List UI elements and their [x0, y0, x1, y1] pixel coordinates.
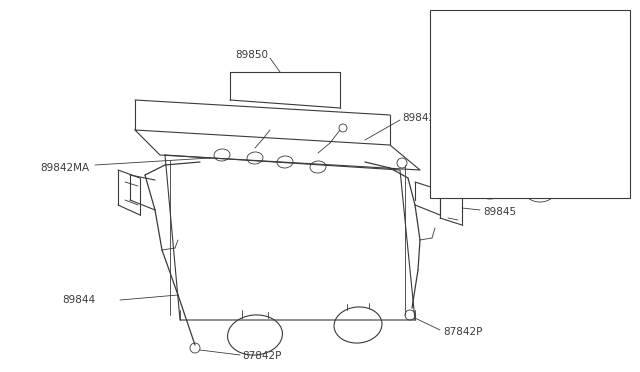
Text: 87842P: 87842P: [443, 327, 483, 337]
Text: CAN: CAN: [440, 190, 462, 200]
Text: 89842MA: 89842MA: [40, 163, 89, 173]
Text: 89844: 89844: [62, 295, 95, 305]
Text: 87842P: 87842P: [242, 351, 282, 361]
Text: A869*0·6: A869*0·6: [528, 23, 570, 32]
Bar: [430, 10, 630, 198]
Text: 89845: 89845: [483, 207, 516, 217]
Text: 89842MA: 89842MA: [402, 113, 451, 123]
Text: 89850: 89850: [235, 50, 268, 60]
Text: SEE SEC. 995: SEE SEC. 995: [525, 115, 585, 125]
